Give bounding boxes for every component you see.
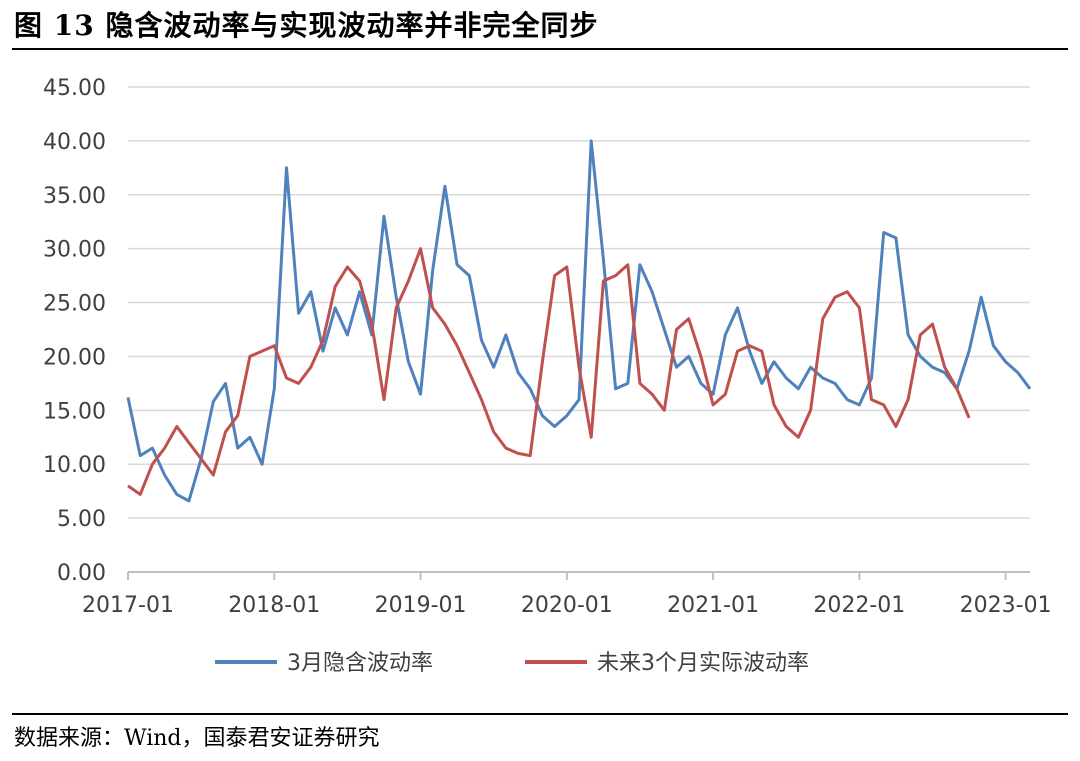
x-tick-label: 2023-01 [960,593,1052,618]
y-tick-label: 35.00 [43,184,106,209]
implied-vol-line [126,139,1032,503]
y-tick-label: 20.00 [43,345,106,370]
legend: 3月隐含波动率 未来3个月实际波动率 [215,651,809,676]
x-tick-label: 2017-01 [82,593,174,618]
x-tick-label: 2020-01 [521,593,613,618]
series-lines [126,139,1032,503]
y-tick-label: 30.00 [43,238,106,263]
source-rule [12,713,1068,715]
volatility-line-chart: 0.00 5.00 10.00 15.00 20.00 25.00 30.00 35.00 40… [43,76,1052,676]
y-tick-label: 25.00 [43,292,106,317]
title-rule [12,48,1068,50]
y-tick-label: 0.00 [57,561,106,586]
y-tick-label: 5.00 [57,507,106,532]
y-tick-label: 10.00 [43,453,106,478]
source-note: 数据来源：Wind，国泰君安证券研究 [14,726,380,751]
y-axis-ticks: 0.00 5.00 10.00 15.00 20.00 25.00 30.00 35.00 40… [43,76,106,586]
x-tick-label: 2018-01 [228,593,320,618]
y-tick-label: 40.00 [43,130,106,155]
x-tick-label: 2019-01 [375,593,467,618]
gridlines [128,86,1030,519]
x-tick-label: 2021-01 [667,593,759,618]
legend-label-realized: 未来3个月实际波动率 [597,651,809,676]
figure-title: 图 13 隐含波动率与实现波动率并非完全同步 [14,9,599,42]
legend-label-implied: 3月隐含波动率 [287,651,433,676]
x-tick-label: 2022-01 [813,593,905,618]
y-tick-label: 45.00 [43,76,106,101]
realized-vol-line [127,247,971,496]
x-axis-ticks: 2017-01 2018-01 2019-01 2020-01 2021-01 2022-… [82,572,1052,618]
y-tick-label: 15.00 [43,399,106,424]
